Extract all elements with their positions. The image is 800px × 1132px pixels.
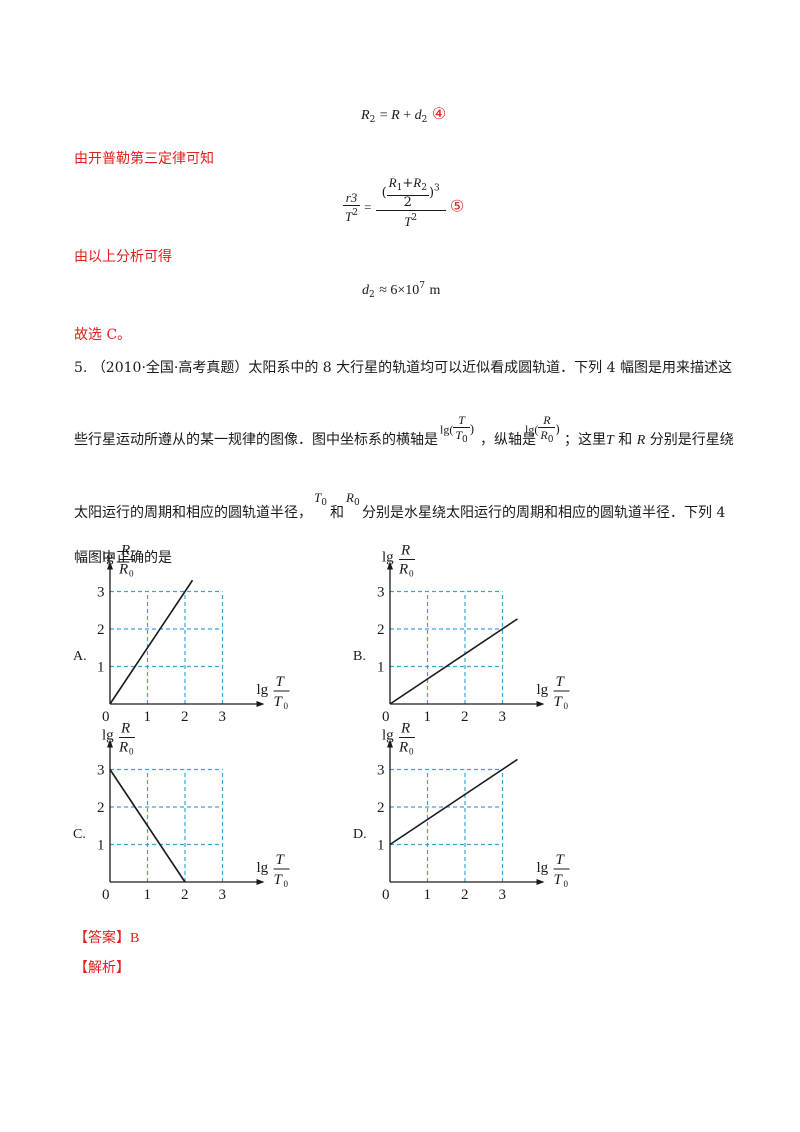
x-axis-numerator: T: [276, 674, 286, 690]
y-axis-lg: lg: [102, 550, 114, 566]
y-axis-denominator-sub: 0: [129, 569, 134, 579]
y-tick-label: 2: [377, 800, 385, 816]
y-axis-denominator: R: [398, 740, 408, 756]
question-source: （2010·全国·高考真题）: [91, 360, 249, 376]
x-axis-denominator-sub: 0: [564, 701, 569, 711]
x-tick-label: 3: [499, 887, 507, 903]
equation-tag: ④: [431, 104, 447, 123]
data-line: [109, 769, 186, 883]
choose-line: 故选 C。: [74, 327, 132, 343]
y-tick-label: 3: [377, 585, 385, 601]
y-axis-numerator: R: [120, 721, 130, 737]
data-line: [109, 579, 194, 705]
x-axis-numerator: T: [556, 674, 566, 690]
data-line: [389, 758, 518, 846]
option-label: A.: [73, 649, 87, 664]
result-equation: d2 ≈ 6×107 m: [362, 281, 441, 300]
x-axis-numerator: T: [556, 852, 566, 868]
y-axis-arrow: [387, 561, 393, 570]
y-axis-denominator: R: [118, 740, 128, 756]
x-axis-lg: lg: [537, 682, 549, 698]
y-tick-label: 1: [377, 660, 385, 676]
x-tick-label: 1: [144, 709, 152, 725]
option-label: D.: [353, 827, 367, 842]
question-line-2: 些行星运动所遵从的某一规律的图像．图中坐标系的横轴是: [74, 432, 438, 448]
x-axis-numerator: T: [276, 852, 286, 868]
equation-5: r3 T2 = (R1+R2 2)3 T2 ⑤: [343, 175, 465, 229]
t0-symbol: T0: [314, 490, 327, 508]
y-tick-label: 2: [97, 800, 105, 816]
x-tick-label: 0: [102, 709, 110, 725]
x-axis-denominator-sub: 0: [284, 701, 289, 711]
x-axis-arrow: [256, 879, 265, 885]
option-label: C.: [73, 827, 86, 842]
answer-line: 【答案】B: [74, 930, 140, 946]
r0-symbol: R0: [346, 490, 360, 508]
y-axis-numerator: R: [120, 543, 130, 559]
question-number: 5.: [74, 360, 88, 376]
y-axis-denominator-sub: 0: [129, 747, 134, 757]
x-axis-denominator: T: [274, 872, 284, 888]
x-tick-label: 0: [102, 887, 110, 903]
x-tick-label: 2: [181, 709, 189, 725]
y-tick-label: 1: [377, 838, 385, 854]
y-tick-label: 1: [97, 660, 105, 676]
answer-value: B: [130, 931, 140, 946]
y-axis-arrow: [387, 739, 393, 748]
y-axis-arrow: [107, 739, 113, 748]
eq4-lhs: R: [361, 108, 370, 123]
y-tick-label: 3: [97, 763, 105, 779]
x-tick-label: 2: [181, 887, 189, 903]
question-line-4: 幅图中正确的是: [74, 550, 172, 566]
x-axis-denominator: T: [554, 872, 564, 888]
x-tick-label: 0: [382, 709, 390, 725]
y-axis-denominator-sub: 0: [409, 747, 414, 757]
x-axis-denominator: T: [274, 694, 284, 710]
analysis-line: 由以上分析可得: [74, 249, 172, 265]
y-axis-denominator: R: [398, 562, 408, 578]
x-tick-label: 0: [382, 887, 390, 903]
y-tick-label: 1: [97, 838, 105, 854]
y-axis-denominator-sub: 0: [409, 569, 414, 579]
x-axis-denominator: T: [554, 694, 564, 710]
y-axis-lg: lg: [382, 550, 394, 566]
y-axis-numerator: R: [400, 721, 410, 737]
x-axis-arrow: [536, 879, 545, 885]
x-tick-label: 3: [219, 709, 227, 725]
x-axis-denominator-sub: 0: [564, 879, 569, 889]
x-tick-label: 2: [461, 709, 469, 725]
equation-tag: ⑤: [449, 196, 465, 216]
x-axis-arrow: [536, 701, 545, 707]
x-tick-label: 3: [219, 887, 227, 903]
x-tick-label: 1: [424, 709, 432, 725]
y-tick-label: 3: [97, 585, 105, 601]
x-tick-label: 3: [499, 709, 507, 725]
lg-r-over-r0: lg(R R0): [525, 413, 561, 445]
lg-t-over-t0: lg(T T0): [440, 413, 475, 445]
x-axis-lg: lg: [537, 860, 549, 876]
y-axis-lg: lg: [102, 728, 114, 744]
y-axis-lg: lg: [382, 728, 394, 744]
y-axis-denominator: R: [118, 562, 128, 578]
kepler-line: 由开普勒第三定律可知: [74, 151, 214, 167]
y-tick-label: 2: [377, 622, 385, 638]
y-tick-label: 3: [377, 763, 385, 779]
y-axis-numerator: R: [400, 543, 410, 559]
x-axis-denominator-sub: 0: [284, 879, 289, 889]
question-line-1: 5. （2010·全国·高考真题）太阳系中的 8 大行星的轨道均可以近似看成圆轨…: [74, 360, 732, 376]
x-tick-label: 1: [144, 887, 152, 903]
data-line: [389, 618, 518, 705]
question-line-3: 太阳运行的周期和相应的圆轨道半径，: [74, 505, 312, 521]
x-axis-lg: lg: [257, 682, 269, 698]
x-tick-label: 1: [424, 887, 432, 903]
y-tick-label: 2: [97, 622, 105, 638]
equation-4: R2 = R + d2 ④: [361, 104, 447, 125]
x-tick-label: 2: [461, 887, 469, 903]
x-axis-lg: lg: [257, 860, 269, 876]
x-axis-arrow: [256, 701, 265, 707]
analysis-label: 【解析】: [74, 960, 130, 976]
option-label: B.: [353, 649, 366, 664]
y-axis-arrow: [107, 561, 113, 570]
